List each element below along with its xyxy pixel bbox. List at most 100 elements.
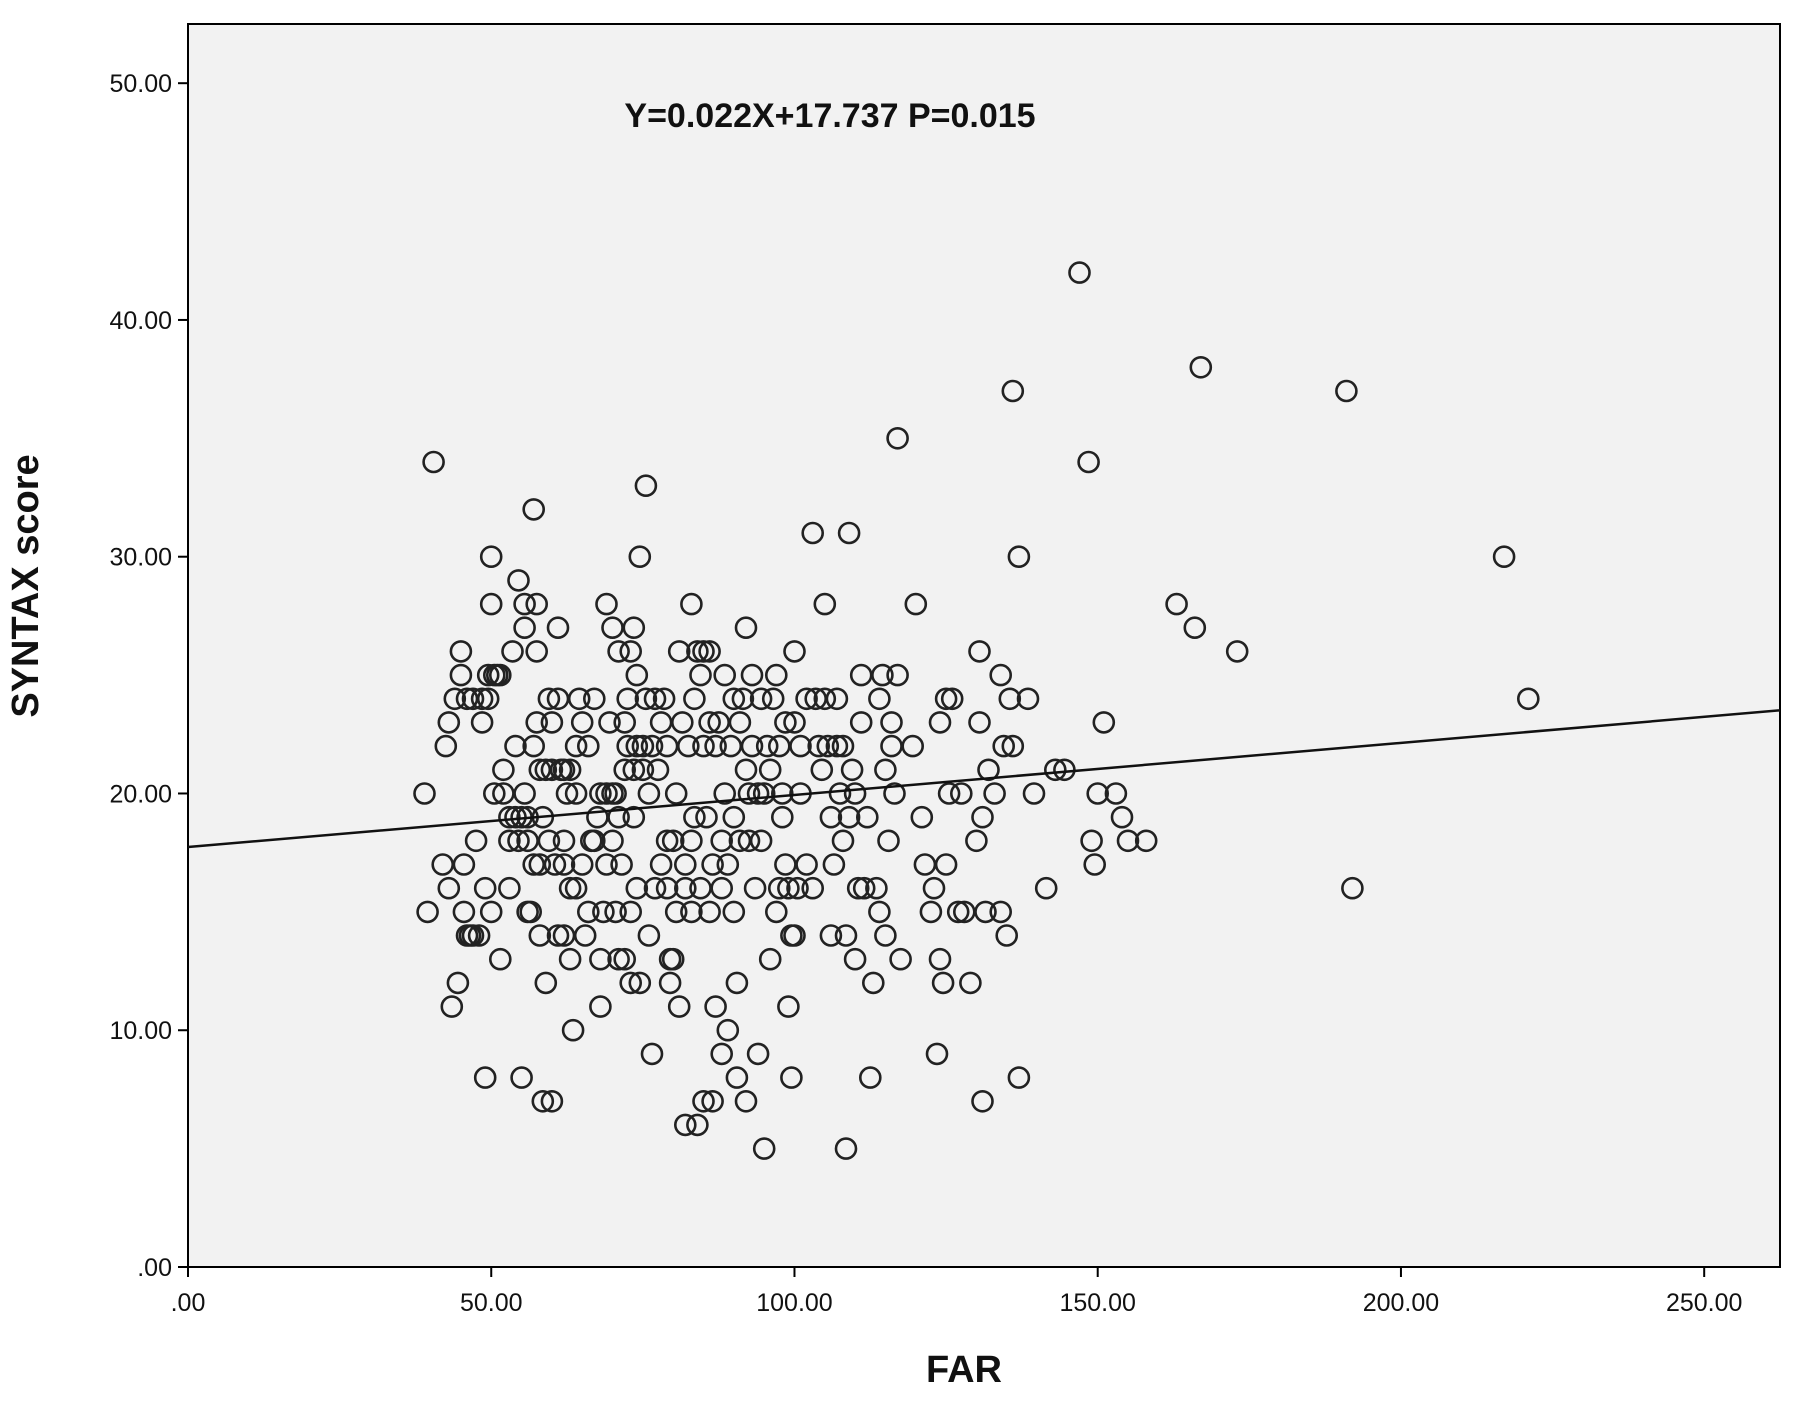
data-point	[513, 782, 536, 805]
data-point	[1116, 829, 1140, 853]
data-point	[1189, 355, 1213, 379]
data-point	[777, 876, 800, 900]
data-point	[646, 758, 670, 782]
data-point	[598, 711, 621, 734]
data-point	[698, 711, 721, 734]
data-point	[770, 782, 794, 805]
data-point	[998, 687, 1022, 711]
data-point	[734, 616, 758, 640]
data-point	[861, 971, 885, 995]
data-point	[728, 711, 752, 734]
data-point	[558, 876, 582, 900]
data-point	[928, 947, 952, 971]
data-point	[910, 805, 934, 829]
data-point	[837, 805, 861, 829]
data-point	[634, 474, 658, 498]
data-point	[761, 687, 785, 711]
data-point	[874, 924, 897, 947]
data-point	[498, 829, 521, 853]
data-point	[710, 1042, 734, 1066]
data-point	[746, 782, 770, 805]
data-point	[613, 947, 637, 971]
data-point	[889, 947, 912, 971]
data-point	[1068, 261, 1091, 284]
y-tick-label: .00	[137, 1254, 172, 1282]
data-point	[725, 1066, 749, 1089]
data-point	[1044, 758, 1067, 782]
data-point	[989, 900, 1013, 924]
data-point	[858, 1066, 882, 1089]
data-point	[525, 640, 549, 663]
data-point	[452, 900, 476, 924]
data-point	[673, 853, 697, 876]
data-point	[834, 924, 858, 947]
data-point	[934, 687, 958, 711]
data-point	[786, 876, 809, 900]
y-tick-label: 50.00	[109, 70, 172, 98]
data-point	[589, 782, 612, 805]
data-point	[525, 592, 549, 616]
data-point	[619, 640, 643, 663]
data-point	[516, 829, 539, 853]
data-point	[570, 711, 594, 734]
data-point	[680, 592, 703, 616]
data-point	[492, 758, 515, 782]
data-point	[774, 711, 797, 734]
data-point	[534, 971, 558, 995]
data-point	[664, 782, 688, 805]
data-point	[701, 853, 724, 876]
data-point	[971, 805, 994, 829]
data-point	[546, 616, 570, 640]
data-point	[576, 734, 600, 758]
data-point	[434, 734, 458, 758]
data-point	[701, 1090, 724, 1113]
data-point	[622, 616, 646, 640]
data-point	[595, 782, 618, 805]
data-point	[1092, 711, 1116, 734]
data-point	[886, 426, 909, 450]
data-point	[522, 734, 546, 758]
data-point	[528, 853, 552, 876]
data-point	[452, 853, 476, 876]
data-point	[555, 782, 579, 805]
data-point	[995, 924, 1019, 947]
data-point	[631, 734, 655, 758]
data-point	[416, 900, 439, 924]
data-point	[561, 1018, 585, 1042]
data-point	[643, 687, 667, 711]
data-point	[467, 924, 491, 947]
data-point	[780, 1066, 803, 1089]
data-point	[501, 640, 524, 663]
data-point	[813, 592, 837, 616]
data-point	[479, 592, 503, 616]
data-point	[628, 545, 652, 569]
data-point	[446, 971, 470, 995]
data-point	[716, 853, 740, 876]
data-point	[616, 734, 640, 758]
data-point	[959, 971, 982, 995]
data-point	[631, 758, 655, 782]
y-tick-label: 20.00	[109, 780, 172, 808]
data-point	[716, 1018, 740, 1042]
data-point	[852, 876, 876, 900]
data-point	[695, 805, 718, 829]
y-tick-label: 30.00	[109, 544, 172, 572]
data-point	[613, 711, 637, 734]
data-point	[637, 924, 661, 947]
data-point	[877, 829, 900, 853]
data-point	[692, 1090, 715, 1113]
data-point	[849, 711, 873, 734]
data-point	[868, 687, 891, 711]
data-point	[625, 734, 649, 758]
data-point	[546, 924, 570, 947]
data-point	[622, 758, 646, 782]
data-point	[616, 687, 640, 711]
data-point	[722, 687, 746, 711]
data-point	[834, 1137, 858, 1160]
data-point	[422, 450, 445, 474]
data-point	[925, 1042, 949, 1066]
data-point	[886, 663, 909, 687]
data-point	[931, 971, 955, 995]
data-point	[1016, 687, 1040, 711]
